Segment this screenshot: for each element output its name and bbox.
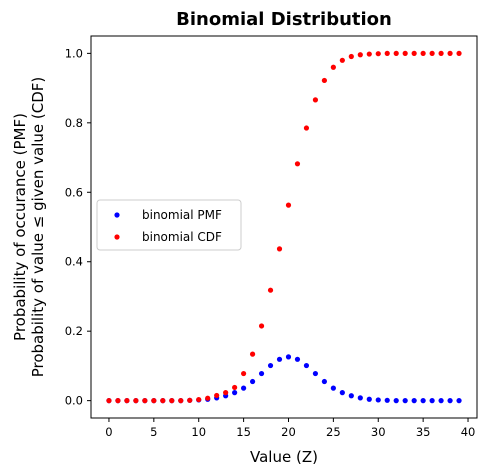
point-cdf	[276, 246, 283, 252]
point-pmf	[232, 390, 238, 396]
point-cdf	[312, 97, 319, 103]
point-pmf	[438, 398, 444, 404]
point-cdf	[106, 398, 112, 404]
point-cdf	[285, 202, 292, 208]
point-cdf	[366, 51, 372, 57]
y-tick-label: 1.0	[65, 46, 83, 60]
x-axis-label: Value (Z)	[250, 448, 318, 466]
point-cdf	[142, 398, 148, 404]
point-cdf	[438, 50, 444, 56]
chart-title: Binomial Distribution	[176, 9, 392, 30]
plot-frame	[90, 35, 478, 419]
x-tick-label: 30	[371, 425, 386, 439]
y-tick-label: 0.8	[65, 116, 83, 130]
point-cdf	[429, 50, 435, 56]
y-axis: 0.0 0.2 0.4 0.6 0.8 1.0	[65, 46, 91, 408]
x-axis: 0 5 10 15 20 25 30 35 40	[105, 418, 475, 439]
point-cdf	[151, 398, 157, 404]
point-pmf	[321, 378, 327, 385]
point-pmf	[330, 385, 336, 391]
x-tick-label: 40	[461, 425, 476, 439]
point-cdf	[169, 398, 175, 404]
point-cdf	[357, 52, 363, 58]
y-tick-label: 0.0	[65, 394, 83, 408]
point-cdf	[411, 50, 417, 56]
point-pmf	[393, 398, 399, 404]
point-pmf	[447, 398, 453, 404]
y-tick-label: 0.4	[65, 255, 83, 269]
point-pmf	[285, 354, 292, 360]
point-pmf	[267, 362, 274, 369]
point-cdf	[384, 50, 390, 56]
point-cdf	[205, 395, 211, 401]
y-tick-label: 0.2	[65, 324, 83, 338]
point-pmf	[258, 370, 265, 377]
legend-marker-pmf	[114, 212, 120, 218]
point-cdf	[330, 64, 336, 70]
point-pmf	[411, 398, 417, 404]
point-cdf	[258, 323, 265, 329]
point-pmf	[384, 397, 390, 403]
point-pmf	[429, 398, 435, 404]
point-pmf	[402, 398, 408, 404]
legend-label-cdf: binomial CDF	[142, 230, 222, 244]
point-cdf	[178, 398, 184, 404]
plot-area	[90, 35, 478, 419]
point-cdf	[187, 397, 193, 403]
point-cdf	[375, 51, 381, 57]
y-axis-label-line-1: Probability of occurance (PMF)	[11, 113, 29, 341]
y-tick-label: 0.6	[65, 185, 83, 199]
point-pmf	[366, 396, 372, 402]
point-cdf	[160, 398, 166, 404]
x-tick-label: 10	[191, 425, 206, 439]
legend-label-pmf: binomial PMF	[142, 208, 222, 222]
point-cdf	[402, 50, 408, 56]
point-pmf	[303, 362, 310, 369]
x-tick-label: 15	[236, 425, 251, 439]
point-cdf	[267, 287, 274, 293]
point-pmf	[241, 385, 247, 391]
y-axis-label-line-2: Probability of value ≤ given value (CDF)	[29, 77, 47, 378]
point-cdf	[241, 370, 247, 377]
x-tick-label: 20	[281, 425, 296, 439]
point-cdf	[124, 398, 130, 404]
point-pmf	[312, 370, 319, 377]
x-tick-label: 0	[105, 425, 112, 439]
x-tick-label: 5	[150, 425, 157, 439]
point-cdf	[447, 50, 453, 56]
point-cdf	[294, 161, 301, 167]
x-tick-label: 35	[416, 425, 431, 439]
point-cdf	[232, 384, 238, 391]
point-cdf	[249, 351, 256, 357]
point-pmf	[375, 397, 381, 403]
point-cdf	[339, 57, 345, 63]
data-points	[106, 50, 462, 404]
legend-marker-cdf	[114, 234, 120, 240]
legend-box	[96, 199, 242, 251]
point-cdf	[223, 390, 229, 396]
point-pmf	[357, 395, 363, 401]
point-cdf	[420, 50, 426, 56]
point-pmf	[348, 393, 354, 399]
point-pmf	[276, 356, 283, 362]
legend: binomial PMF binomial CDF	[96, 199, 242, 251]
point-pmf	[294, 356, 301, 362]
point-cdf	[393, 50, 399, 56]
point-cdf	[115, 398, 121, 404]
point-cdf	[456, 50, 462, 56]
x-tick-label: 25	[326, 425, 341, 439]
point-pmf	[339, 390, 345, 396]
point-cdf	[348, 53, 354, 60]
point-pmf	[420, 398, 426, 404]
point-cdf	[214, 392, 220, 399]
point-cdf	[321, 77, 327, 84]
point-pmf	[456, 398, 462, 404]
point-cdf	[133, 398, 139, 404]
point-cdf	[303, 125, 310, 131]
y-axis-label: Probability of occurance (PMF) Probabili…	[11, 77, 47, 378]
point-pmf	[249, 378, 256, 385]
point-cdf	[196, 396, 202, 403]
